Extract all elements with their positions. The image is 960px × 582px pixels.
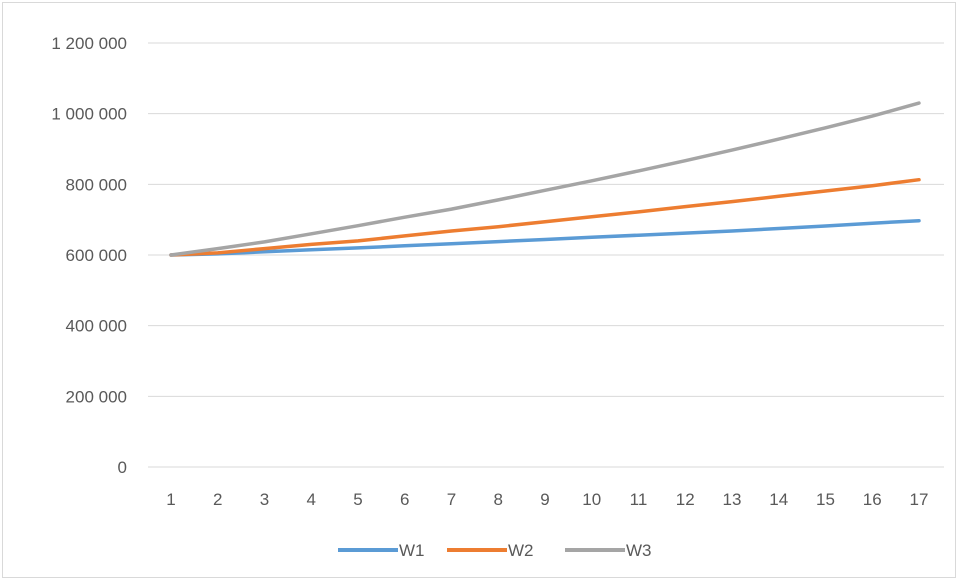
x-tick-label: 1 (166, 490, 175, 509)
x-tick-label: 12 (676, 490, 695, 509)
x-tick-label: 9 (540, 490, 549, 509)
legend-label-w2: W2 (508, 541, 534, 560)
x-tick-label: 6 (400, 490, 409, 509)
x-tick-label: 16 (863, 490, 882, 509)
x-tick-label: 10 (582, 490, 601, 509)
x-tick-label: 2 (213, 490, 222, 509)
y-tick-label: 0 (118, 458, 127, 477)
x-tick-label: 17 (910, 490, 929, 509)
y-tick-label: 400 000 (66, 317, 127, 336)
y-tick-label: 600 000 (66, 246, 127, 265)
series-line-w3 (169, 101, 921, 257)
series-line-w1 (169, 218, 921, 257)
legend: W1 W2 W3 (338, 541, 652, 560)
x-tick-label: 3 (260, 490, 269, 509)
series-lines (169, 101, 921, 257)
series-line-w2 (169, 177, 921, 257)
x-tick-label: 11 (630, 490, 648, 509)
y-tick-label: 1 200 000 (51, 34, 127, 53)
gridlines (148, 42, 944, 468)
y-tick-label: 800 000 (66, 175, 127, 194)
x-tick-label: 8 (494, 490, 503, 509)
x-axis-tick-labels: 1 2 3 4 5 6 7 8 9 10 11 12 13 14 15 16 17 (166, 490, 928, 509)
y-tick-label: 1 000 000 (51, 105, 127, 124)
x-tick-label: 13 (723, 490, 742, 509)
x-tick-label: 15 (816, 490, 835, 509)
x-tick-label: 7 (447, 490, 456, 509)
x-tick-label: 14 (769, 490, 788, 509)
legend-label-w1: W1 (399, 541, 425, 560)
legend-label-w3: W3 (626, 541, 652, 560)
y-axis-tick-labels: 0 200 000 400 000 600 000 800 000 1 000 000 1 … (51, 34, 127, 477)
x-tick-label: 5 (353, 490, 362, 509)
x-tick-label: 4 (307, 490, 316, 509)
y-tick-label: 200 000 (66, 387, 127, 406)
